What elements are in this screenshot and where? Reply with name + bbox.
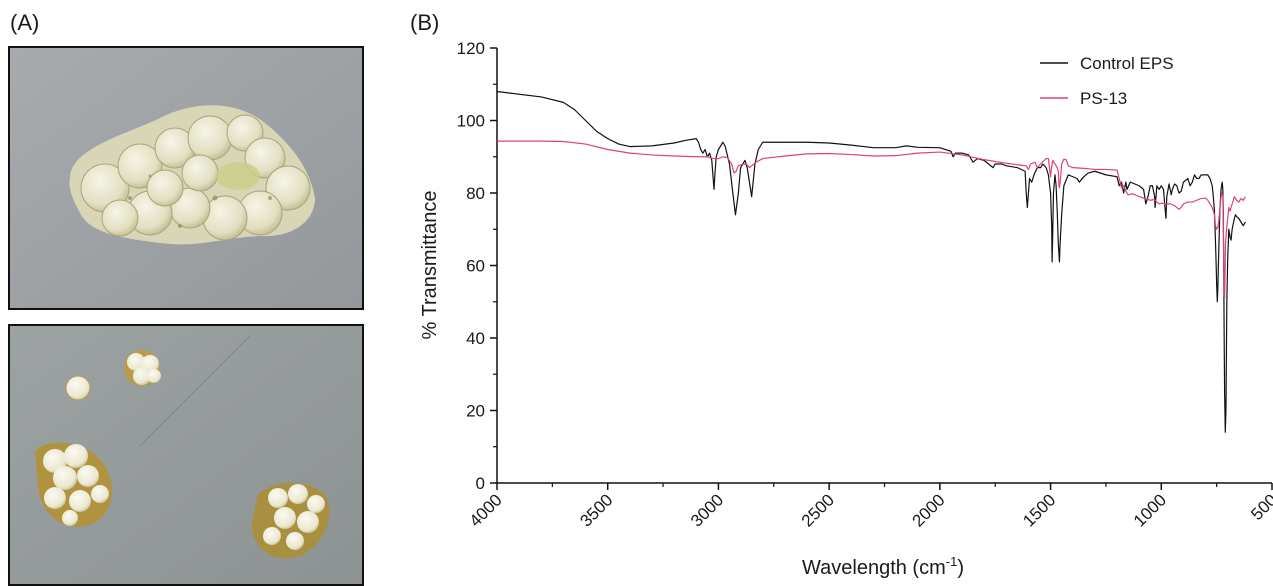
y-tick-label: 20	[466, 402, 485, 421]
y-tick-label: 60	[466, 257, 485, 276]
x-tick-label: 1500	[1019, 490, 1059, 530]
series-layer	[496, 90, 1246, 433]
panel-a-label: (A)	[10, 10, 40, 35]
x-axis-label: Wavelength (cm-1)	[802, 554, 964, 579]
x-tick-label: 500	[1247, 490, 1273, 523]
y-tick-label: 80	[466, 184, 485, 203]
x-tick-label: 2500	[798, 490, 838, 530]
y-axis-label: % Transmittance	[419, 191, 441, 340]
x-tick-label: 1000	[1130, 490, 1170, 530]
x-tick-label: 2000	[909, 490, 949, 530]
series-line-control-eps	[496, 90, 1246, 433]
legend-label-control-eps: Control EPS	[1080, 54, 1174, 73]
y-tick-label: 100	[457, 112, 485, 131]
x-tick-label: 3000	[687, 490, 727, 530]
x-tick-label: 4000	[466, 490, 506, 530]
x-axis-label-main: Wavelength (cm	[802, 557, 946, 579]
x-axis-label-sup: -1	[946, 554, 958, 569]
y-tick-label: 40	[466, 329, 485, 348]
photo-bottom	[8, 324, 364, 586]
photo-top	[8, 46, 364, 310]
panel-b-label: (B)	[410, 10, 440, 35]
legend: Control EPS PS-13	[1040, 54, 1174, 108]
x-tick-label: 3500	[576, 490, 616, 530]
y-tick-label: 120	[457, 39, 485, 58]
x-axis-label-end: )	[957, 557, 964, 579]
legend-label-ps-13: PS-13	[1080, 89, 1127, 108]
y-tick-label: 0	[476, 474, 485, 493]
ftir-chart: 0 20 40 60 80 100 120 4000 3500 3000 2500 2000 1500 1…	[419, 39, 1273, 579]
axes: 0 20 40 60 80 100 120 4000 3500 3000 2500 2000 1500 1…	[457, 39, 1273, 531]
series-line-ps-13	[497, 140, 1246, 299]
